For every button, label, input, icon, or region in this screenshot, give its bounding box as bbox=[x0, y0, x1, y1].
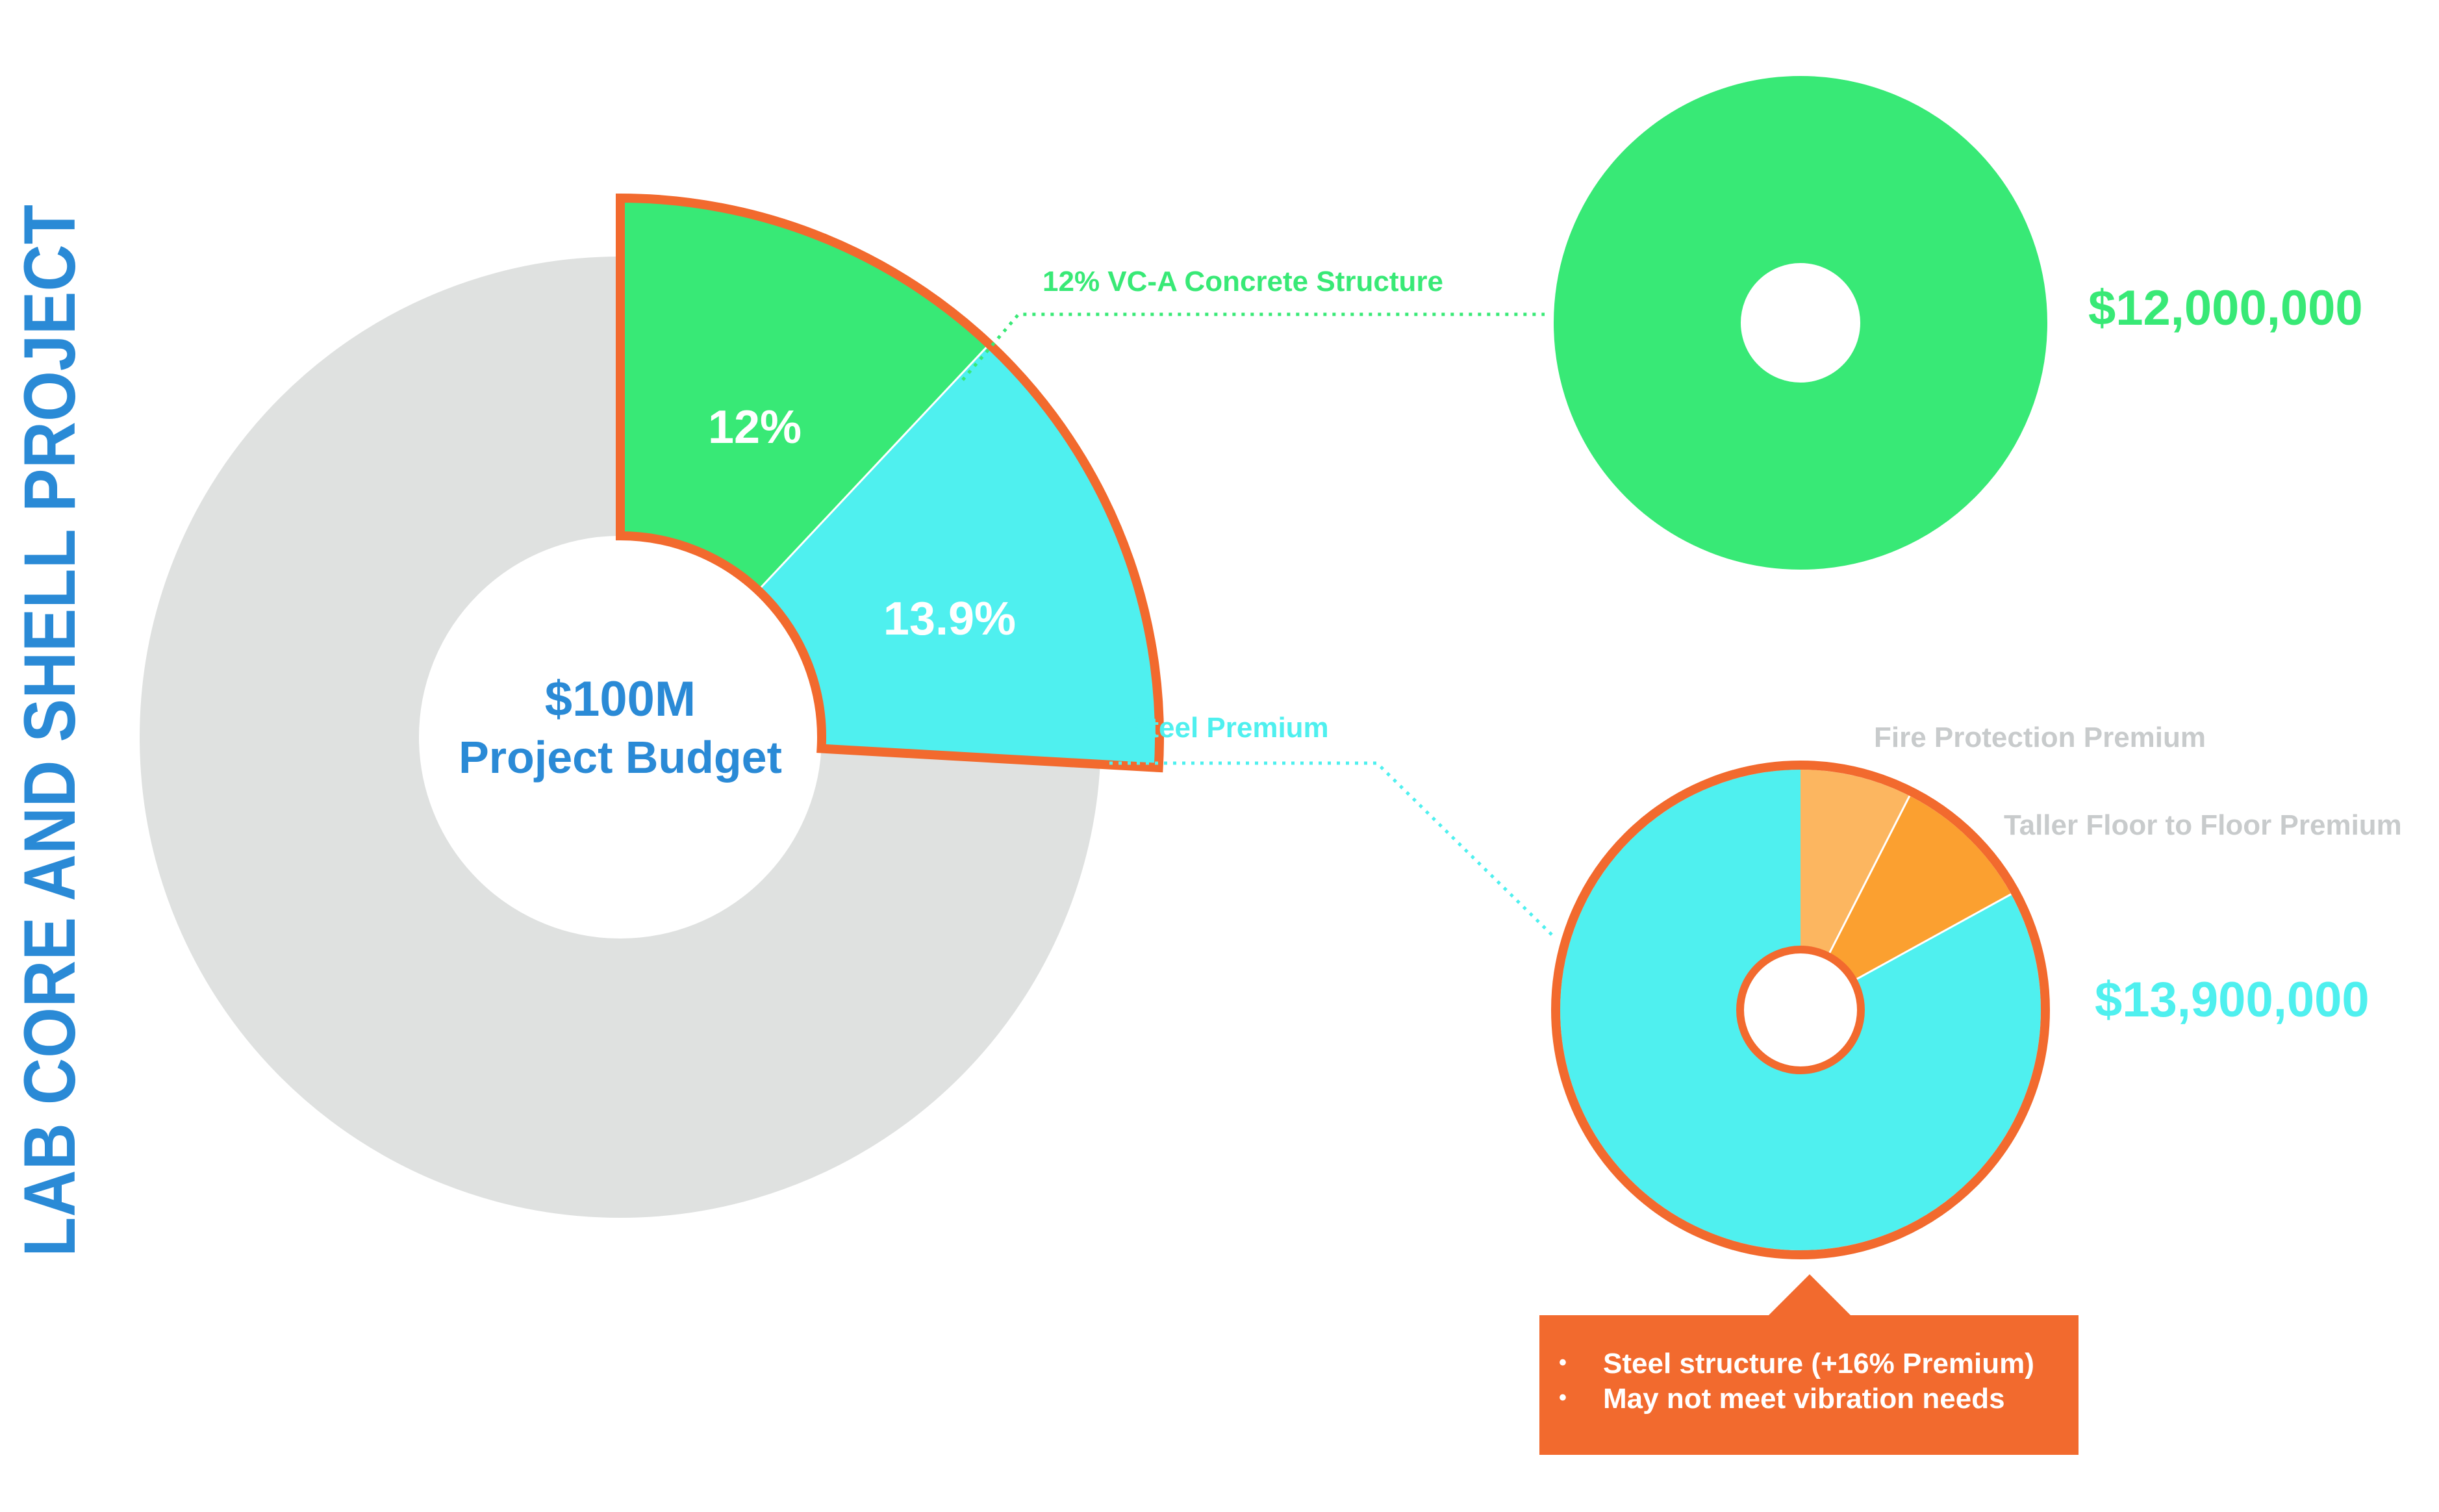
highlight-outline bbox=[616, 193, 1164, 773]
slice-fire-protection-premium bbox=[1801, 770, 1910, 956]
steel-callout-box: Steel structure (+16% Premium) May not m… bbox=[1539, 1315, 2079, 1455]
fire-protection-label: Fire Protection Premium bbox=[1874, 722, 2206, 753]
concrete-label: 12% VC-A Concrete Structure bbox=[1043, 266, 1443, 297]
outer-outline-ring bbox=[1551, 761, 2050, 1259]
main-budget-donut bbox=[140, 193, 1164, 1218]
slice-divider bbox=[757, 343, 991, 592]
slice-steel-premium bbox=[758, 344, 1159, 768]
slice-steel-structure bbox=[1560, 770, 2041, 1250]
slice-divider bbox=[1853, 893, 2012, 982]
concrete-leader-line bbox=[961, 312, 1545, 381]
taller-floor-label: Taller Floor to Floor Premium bbox=[2004, 809, 2402, 841]
slice-taller-floor-to-floor-premium bbox=[1828, 796, 2012, 981]
slice-vc-a-concrete-structure bbox=[1554, 76, 2047, 570]
slice-vc-a-concrete-structure bbox=[620, 198, 990, 591]
main-slice-label-concrete: 12% bbox=[708, 401, 802, 453]
page-title: LAB CORE AND SHELL PROJECT bbox=[9, 205, 90, 1257]
slice-divider bbox=[1827, 795, 1911, 956]
inner-outline-ring bbox=[1736, 946, 1865, 1074]
steel-premium-donut bbox=[1551, 761, 2050, 1259]
callout-pointer bbox=[1768, 1274, 1851, 1316]
callout-item: May not meet vibration needs bbox=[1559, 1380, 2079, 1417]
center-budget-value: $100M bbox=[545, 672, 696, 727]
steel-leader-line bbox=[1109, 761, 1557, 940]
steel-amount: $13,900,000 bbox=[2095, 972, 2369, 1027]
concrete-amount: $12,000,000 bbox=[2088, 281, 2363, 336]
main-slice-label-steel: 13.9% bbox=[883, 593, 1016, 645]
center-budget-label: Project Budget bbox=[459, 732, 782, 783]
callout-item: Steel structure (+16% Premium) bbox=[1559, 1345, 2079, 1381]
concrete-structure-donut bbox=[1554, 76, 2047, 570]
steel-premium-label: Steel Premium bbox=[1130, 712, 1329, 744]
